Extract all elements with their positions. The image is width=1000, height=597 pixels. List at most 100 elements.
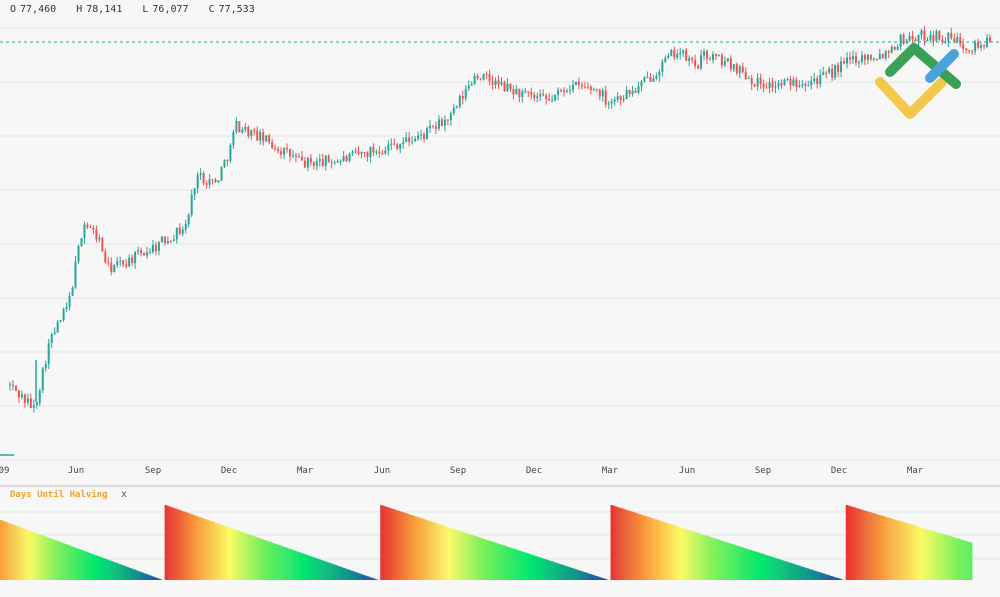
candle-body <box>119 260 122 262</box>
halving-bar <box>535 556 538 580</box>
candle-body <box>330 162 333 164</box>
candle-body <box>342 156 345 161</box>
halving-bar <box>966 541 969 580</box>
halving-bar <box>840 579 843 580</box>
halving-bar <box>229 527 232 580</box>
candle-body <box>473 75 476 84</box>
low-label: L <box>142 4 149 15</box>
halving-bar <box>735 545 738 580</box>
x-tick-label: Sep <box>449 466 467 476</box>
open-label: O <box>10 4 17 15</box>
candle-body <box>187 214 190 224</box>
halving-bar <box>500 544 504 580</box>
halving-bar <box>40 535 43 580</box>
halving-bar <box>796 565 799 580</box>
halving-cycle-2 <box>380 505 608 580</box>
halving-bar <box>723 541 726 580</box>
candle-body <box>709 58 711 60</box>
x-tick-label: Dec <box>220 466 238 476</box>
candle-body <box>732 64 735 70</box>
candle-body <box>336 161 339 163</box>
candle-body <box>157 242 160 251</box>
candle-body <box>351 151 354 154</box>
halving-bar <box>557 563 560 580</box>
halving-bar <box>685 529 688 580</box>
halving-bar <box>959 539 963 580</box>
halving-bar <box>361 574 364 580</box>
halving-bar <box>911 524 914 580</box>
halving-bar <box>806 568 809 580</box>
halving-bar <box>943 534 946 580</box>
pane-divider[interactable] <box>0 485 1000 487</box>
close-indicator-button[interactable]: x <box>121 489 128 500</box>
halving-bar <box>634 512 637 580</box>
halving-bar <box>695 532 698 580</box>
halving-bar <box>687 529 690 580</box>
halving-bar <box>188 513 192 580</box>
candle-body <box>673 49 676 58</box>
candle-body <box>616 96 619 100</box>
halving-bar <box>650 518 654 580</box>
candle-body <box>816 78 819 85</box>
candle-body <box>485 73 488 75</box>
candle-body <box>131 257 134 264</box>
halving-bar <box>255 537 258 580</box>
halving-bar <box>757 552 761 580</box>
halving-bar <box>949 536 952 580</box>
halving-bar <box>386 506 389 580</box>
logo-blue-stroke <box>925 49 959 83</box>
halving-bar <box>569 567 572 580</box>
halving-bar <box>541 558 544 580</box>
halving-bar <box>652 518 656 580</box>
halving-bar <box>776 558 779 580</box>
halving-bar <box>603 578 606 580</box>
halving-bar <box>215 522 218 580</box>
candle-body <box>178 227 181 234</box>
candle-body <box>315 161 318 166</box>
halving-bar <box>58 541 61 580</box>
halving-bar <box>86 552 90 580</box>
candle-body <box>140 250 143 254</box>
candle-body <box>366 152 369 157</box>
halving-bar <box>709 536 712 580</box>
halving-bar <box>8 523 11 580</box>
candle-body <box>125 264 128 267</box>
halving-bar <box>878 514 881 580</box>
halving-bar <box>363 575 366 580</box>
price-chart[interactable] <box>0 0 1000 465</box>
candle-body <box>890 47 893 53</box>
candle-body <box>86 224 89 227</box>
candle-body <box>896 46 899 50</box>
halving-bar <box>170 507 173 580</box>
candle-body <box>619 96 622 100</box>
halving-bar <box>314 557 317 580</box>
candle-body <box>241 129 244 133</box>
halving-bar <box>334 565 337 580</box>
halving-bar <box>870 512 873 580</box>
halving-bar <box>923 528 926 580</box>
halving-indicator-chart[interactable] <box>0 487 1000 585</box>
halving-bar <box>945 535 948 580</box>
halving-bar <box>675 525 678 580</box>
candle-body <box>71 287 74 296</box>
x-tick-label: Mar <box>601 466 619 476</box>
candle-body <box>9 384 11 386</box>
halving-bar <box>778 559 781 580</box>
candle-body <box>777 83 780 87</box>
halving-bar <box>782 560 785 580</box>
halving-bar <box>129 568 132 580</box>
candle-body <box>357 151 360 154</box>
candle-body <box>47 343 50 364</box>
candle-body <box>17 390 20 398</box>
halving-bar <box>484 539 488 580</box>
halving-bar <box>868 511 871 580</box>
halving-bar <box>176 509 179 580</box>
candle-body <box>571 84 574 90</box>
candle-body <box>813 78 816 82</box>
halving-bar <box>318 559 321 580</box>
halving-bar <box>632 512 635 580</box>
candle-body <box>610 101 613 104</box>
halving-bar <box>217 523 220 580</box>
halving-bar <box>772 557 775 580</box>
candle-body <box>524 91 527 93</box>
